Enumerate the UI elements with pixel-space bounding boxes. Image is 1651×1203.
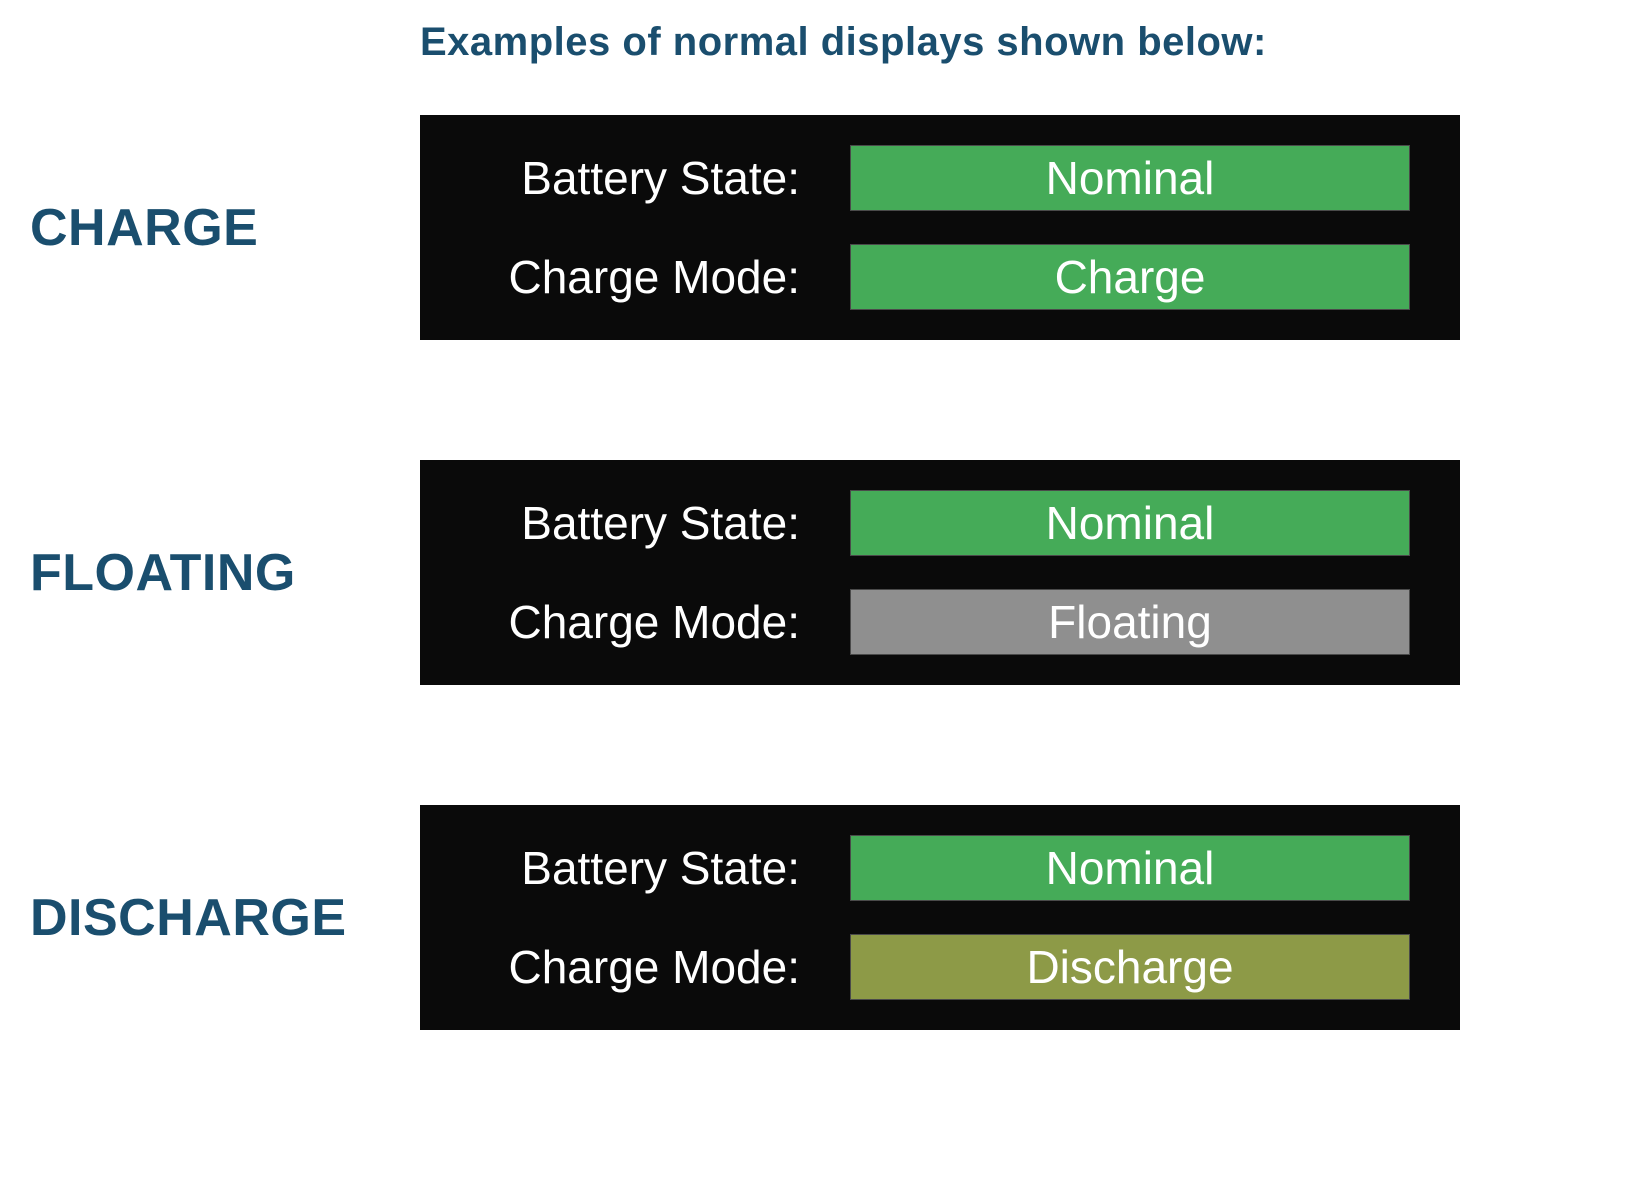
example-row: CHARGE Battery State: Nominal Charge Mod… <box>0 115 1651 340</box>
field-label-battery-state: Battery State: <box>460 496 800 550</box>
example-row: DISCHARGE Battery State: Nominal Charge … <box>0 805 1651 1030</box>
panel-row-battery-state: Battery State: Nominal <box>460 143 1460 213</box>
display-panel: Battery State: Nominal Charge Mode: Disc… <box>420 805 1460 1030</box>
field-label-battery-state: Battery State: <box>460 841 800 895</box>
field-label-charge-mode: Charge Mode: <box>460 250 800 304</box>
example-row: FLOATING Battery State: Nominal Charge M… <box>0 460 1651 685</box>
field-label-battery-state: Battery State: <box>460 151 800 205</box>
display-panel: Battery State: Nominal Charge Mode: Char… <box>420 115 1460 340</box>
panel-row-charge-mode: Charge Mode: Charge <box>460 242 1460 312</box>
panel-row-battery-state: Battery State: Nominal <box>460 833 1460 903</box>
battery-state-value: Nominal <box>850 835 1410 901</box>
charge-mode-value: Discharge <box>850 934 1410 1000</box>
side-label-floating: FLOATING <box>0 543 420 603</box>
charge-mode-value: Charge <box>850 244 1410 310</box>
header-title: Examples of normal displays shown below: <box>420 20 1651 65</box>
side-label-discharge: DISCHARGE <box>0 888 420 948</box>
charge-mode-value: Floating <box>850 589 1410 655</box>
panel-row-charge-mode: Charge Mode: Floating <box>460 587 1460 657</box>
display-panel: Battery State: Nominal Charge Mode: Floa… <box>420 460 1460 685</box>
field-label-charge-mode: Charge Mode: <box>460 940 800 994</box>
side-label-charge: CHARGE <box>0 198 420 258</box>
panel-row-battery-state: Battery State: Nominal <box>460 488 1460 558</box>
page: Examples of normal displays shown below:… <box>0 0 1651 1203</box>
panel-row-charge-mode: Charge Mode: Discharge <box>460 932 1460 1002</box>
battery-state-value: Nominal <box>850 145 1410 211</box>
battery-state-value: Nominal <box>850 490 1410 556</box>
field-label-charge-mode: Charge Mode: <box>460 595 800 649</box>
